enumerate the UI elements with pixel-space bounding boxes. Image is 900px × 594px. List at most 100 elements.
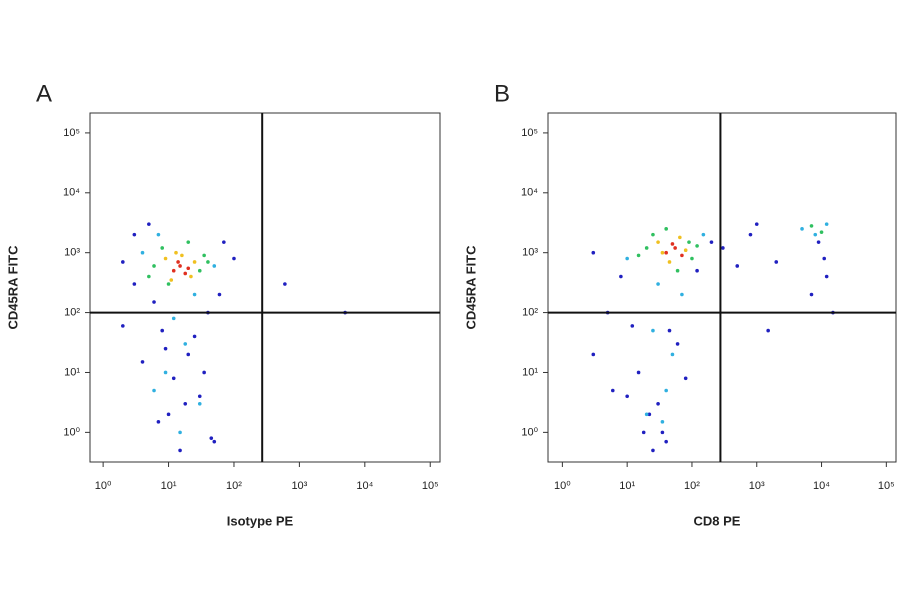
event-dot (660, 430, 665, 435)
event-dot (670, 352, 675, 357)
plot-frame (89, 112, 441, 463)
event-dot (664, 250, 668, 255)
event-dot (625, 394, 629, 399)
y-tick-label: 10³ (64, 247, 80, 259)
event-dot (283, 282, 287, 286)
event-dot (667, 260, 672, 264)
event-dot (163, 370, 168, 375)
y-tick-label: 10⁰ (521, 426, 538, 438)
event-dot (206, 260, 210, 264)
event-dot (212, 439, 217, 444)
event-dot (152, 300, 156, 304)
event-dot (664, 227, 668, 231)
event-dot (695, 244, 699, 248)
event-dot (721, 246, 725, 250)
event-dot (709, 240, 714, 244)
x-tick-label: 10⁰ (554, 480, 571, 492)
y-tick-label: 10³ (522, 247, 538, 259)
x-tick-label: 10¹ (619, 480, 635, 492)
event-dot (202, 370, 206, 375)
event-dot (673, 246, 677, 250)
event-dot (636, 370, 641, 375)
event-dot (819, 230, 824, 234)
event-dot (166, 282, 171, 286)
event-dot (630, 324, 635, 328)
event-dot (121, 324, 125, 328)
event-dot (660, 250, 665, 255)
event-dot (174, 250, 178, 255)
event-dot (183, 342, 188, 346)
event-dot (670, 242, 675, 246)
event-dot (636, 253, 641, 258)
event-dot (180, 253, 184, 258)
event-dot (147, 274, 151, 279)
x-tick-label: 10⁴ (356, 480, 373, 492)
event-dot (651, 328, 655, 333)
event-dot (176, 260, 180, 264)
event-dot (197, 401, 202, 406)
event-dot (675, 342, 680, 346)
event-dot (610, 388, 615, 393)
event-dot (748, 232, 753, 237)
event-dot (680, 292, 684, 297)
event-dot (202, 253, 206, 258)
y-tick-label: 10¹ (64, 366, 80, 378)
y-tick-label: 10⁰ (63, 426, 80, 438)
event-dot (166, 412, 171, 417)
event-dot (687, 240, 691, 244)
event-dot (766, 328, 770, 333)
event-dot (160, 246, 165, 250)
y-tick-label: 10² (522, 306, 538, 318)
event-dot (160, 328, 165, 333)
event-dot (178, 430, 182, 435)
event-dot (774, 260, 779, 264)
event-dot (651, 448, 655, 453)
event-dot (816, 240, 821, 244)
y-tick-label: 10⁴ (521, 187, 538, 199)
event-dot (735, 264, 740, 268)
x-tick-label: 10³ (291, 480, 307, 492)
x-tick-label: 10⁴ (813, 480, 830, 492)
x-tick-label: 10² (226, 480, 242, 492)
event-dot (651, 232, 655, 237)
event-dot (192, 334, 197, 339)
event-dot (192, 260, 197, 264)
event-dot (152, 264, 156, 268)
event-dot (178, 264, 182, 268)
event-dot (822, 256, 827, 261)
plot: A CD45RA FITC Isotype PE 10⁰ 10¹ 10² 10³ 10⁴ 10⁵… (5, 80, 441, 528)
event-dot (695, 268, 699, 273)
x-tick-label: 10² (684, 480, 700, 492)
y-axis-label: CD45RA FITC (5, 245, 20, 330)
event-dot (163, 346, 168, 351)
event-dot (660, 420, 665, 424)
x-tick-label: 10⁵ (422, 480, 439, 492)
event-dot (152, 388, 156, 393)
event-dot (683, 376, 688, 381)
event-dot (625, 256, 629, 261)
x-axis-label: Isotype PE (227, 513, 294, 528)
event-dot (156, 420, 161, 424)
event-dot (591, 250, 596, 255)
event-dot (664, 388, 668, 393)
event-dot (809, 292, 814, 297)
event-dot (664, 439, 668, 444)
event-dot (641, 430, 646, 435)
event-dot (192, 292, 197, 297)
event-dot (156, 232, 161, 237)
panel-label: B (494, 80, 510, 107)
event-dot (667, 328, 672, 333)
event-dot (121, 260, 125, 264)
event-dot (197, 394, 202, 399)
y-tick-label: 10⁵ (63, 127, 80, 139)
plot-frame (547, 112, 897, 463)
event-dot (619, 274, 623, 279)
event-dot (209, 436, 214, 440)
event-dot (140, 360, 145, 364)
event-dot (656, 282, 660, 286)
event-dot (222, 240, 226, 244)
event-dot (186, 266, 191, 271)
event-dot (800, 227, 804, 231)
event-dot (163, 256, 168, 261)
